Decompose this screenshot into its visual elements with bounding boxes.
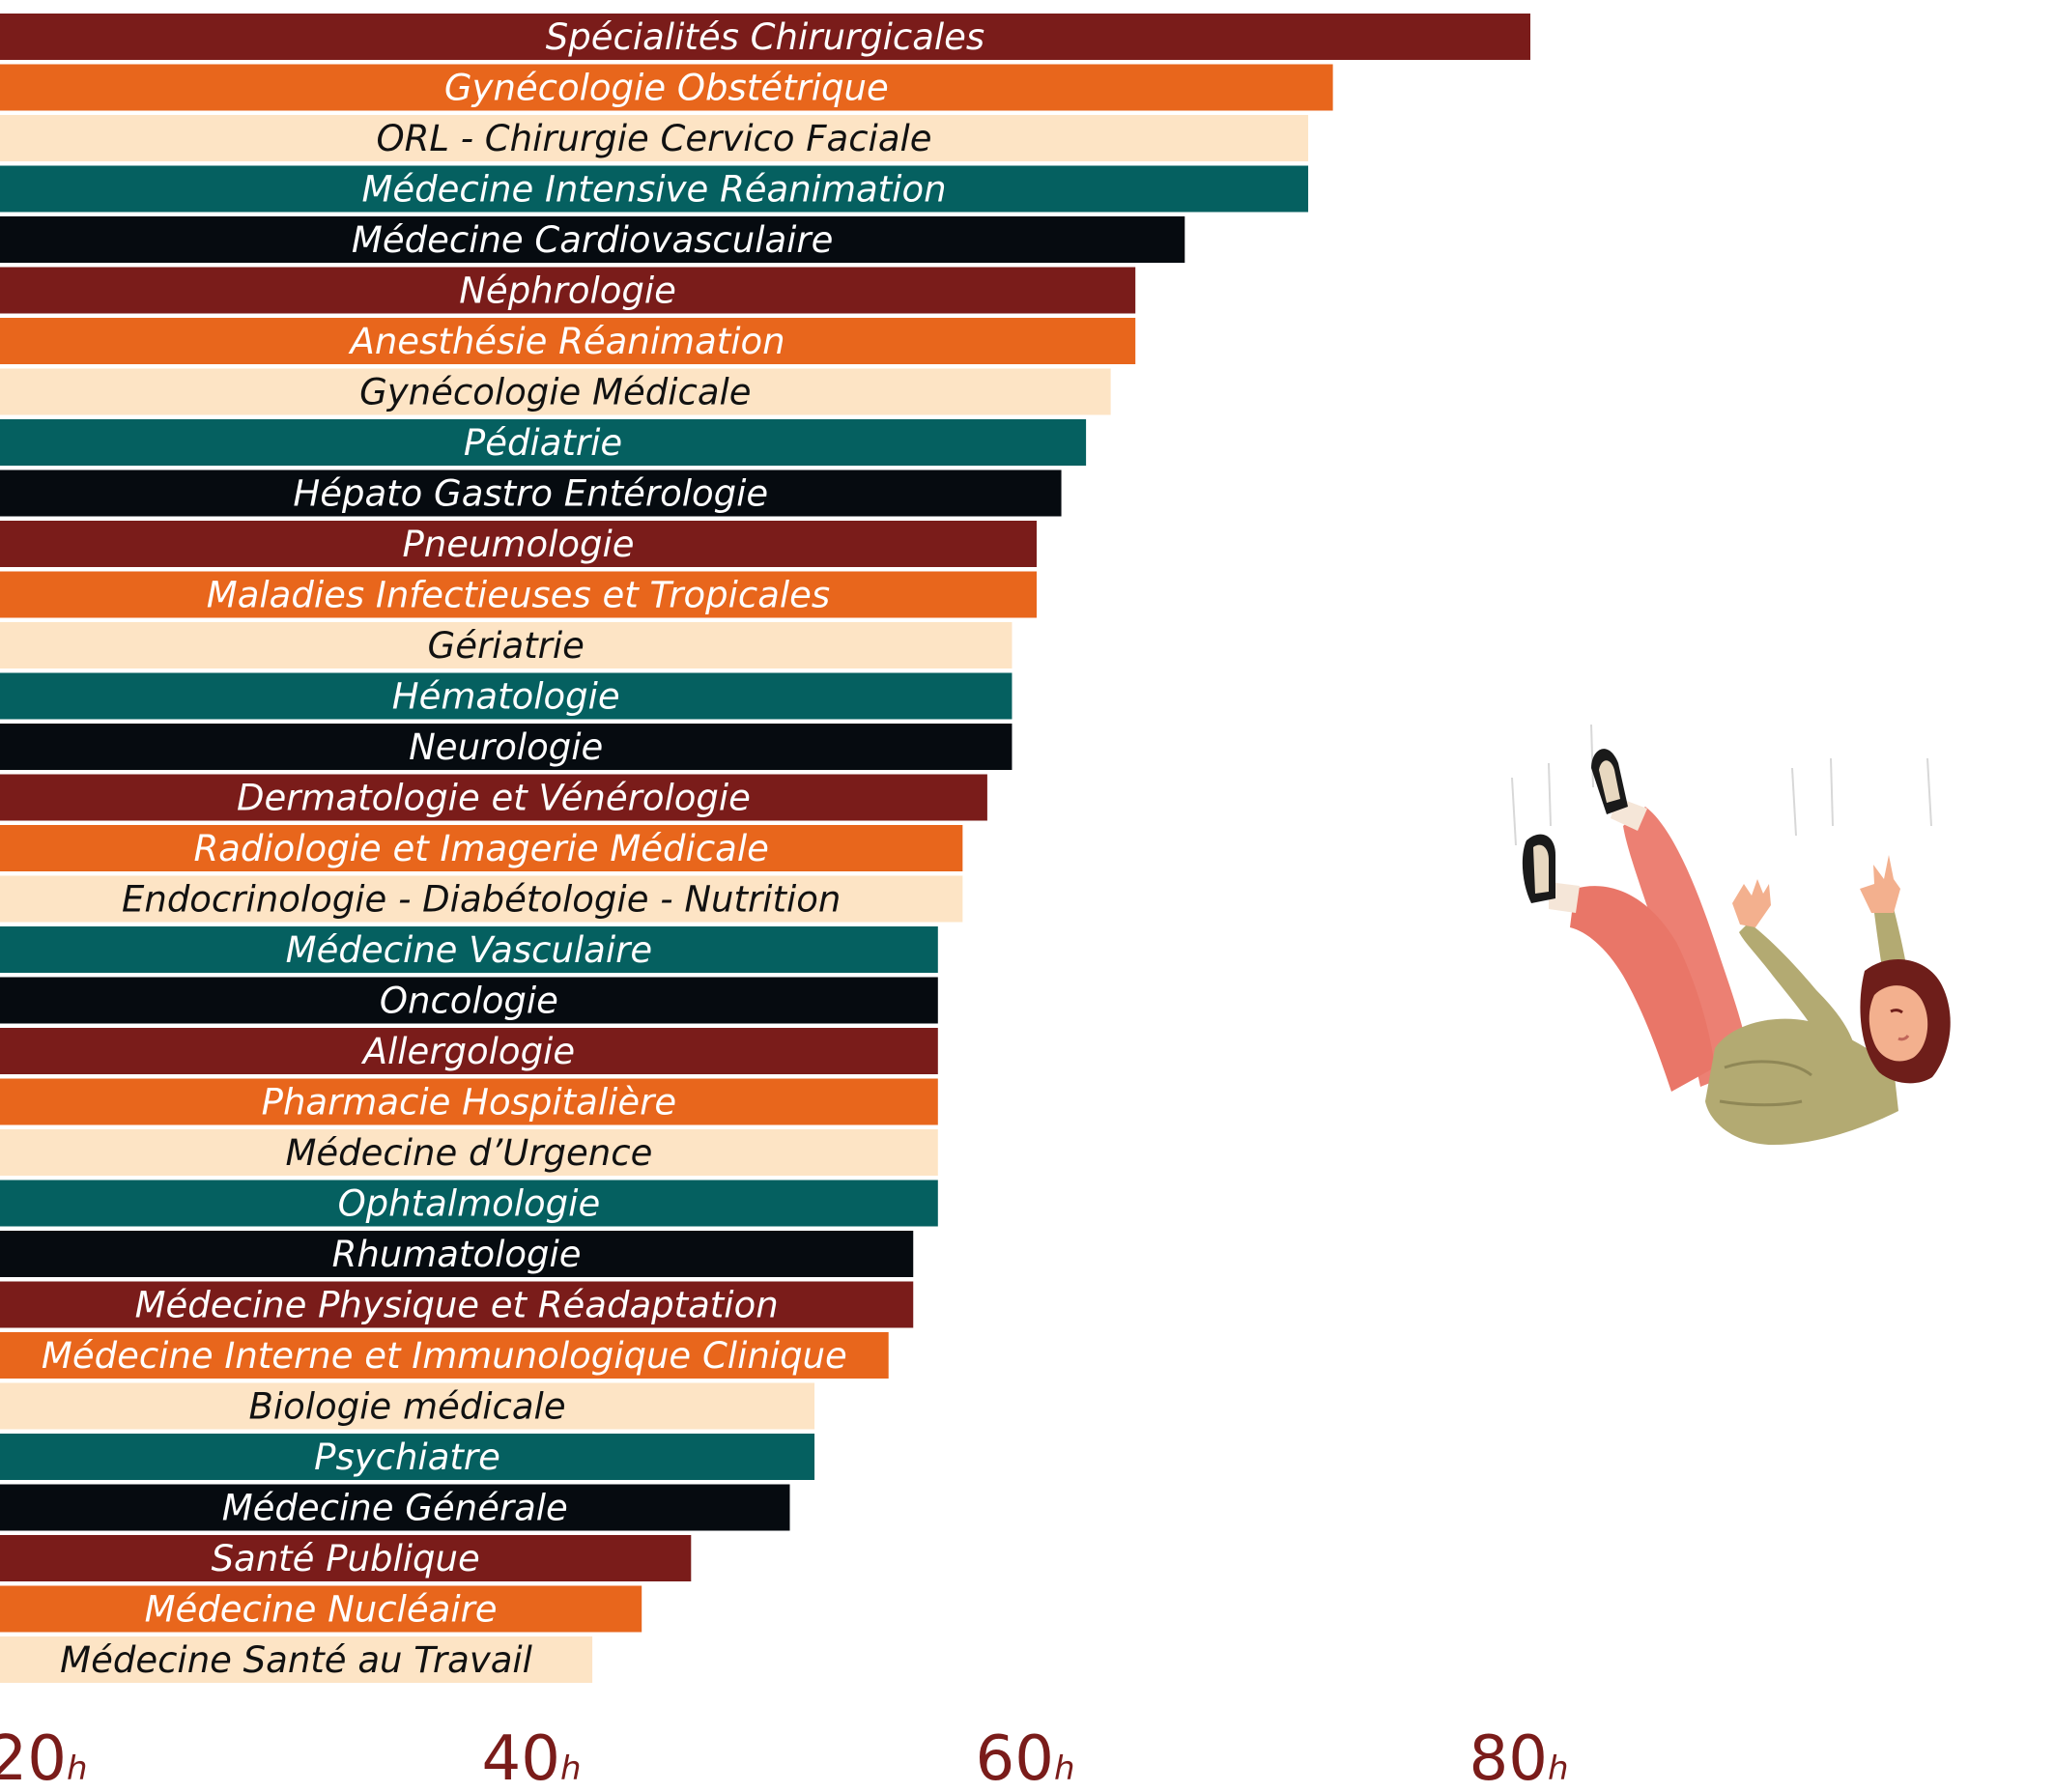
x-tick-label-1: 40h xyxy=(482,1723,582,1792)
bar-label-15: Dermatologie et Vénérologie xyxy=(237,778,751,819)
arm-left xyxy=(1739,923,1855,1058)
bar-8 xyxy=(0,419,1087,466)
bar-label-9: Hépato Gastro Entérologie xyxy=(293,473,768,515)
bar-29 xyxy=(0,1484,790,1531)
bar-2 xyxy=(0,115,1309,161)
bars-layer xyxy=(0,14,1530,1683)
bar-26 xyxy=(0,1332,889,1379)
bar-18 xyxy=(0,926,938,973)
bar-17 xyxy=(0,875,963,923)
bar-label-5: Néphrologie xyxy=(459,270,676,312)
bar-label-29: Médecine Générale xyxy=(222,1488,568,1529)
bar-25 xyxy=(0,1281,914,1328)
bar-label-28: Psychiatre xyxy=(314,1436,500,1478)
bar-label-26: Médecine Interne et Immunologique Cliniq… xyxy=(42,1335,847,1377)
bar-labels-layer: Spécialités Chirurgicales Gynécologie Obs… xyxy=(42,16,984,1681)
bar-label-13: Hématologie xyxy=(392,676,620,718)
hand-right xyxy=(1860,855,1900,913)
bar-4 xyxy=(0,216,1185,263)
hand-left xyxy=(1732,879,1771,927)
sweater xyxy=(1705,1018,1898,1145)
bar-label-18: Médecine Vasculaire xyxy=(286,929,652,971)
bar-label-3: Médecine Intensive Réanimation xyxy=(361,169,946,211)
shoe-left xyxy=(1522,834,1555,903)
bar-3 xyxy=(0,165,1309,213)
bar-10 xyxy=(0,521,1037,567)
sock-left xyxy=(1549,882,1580,913)
bar-label-20: Allergologie xyxy=(361,1031,575,1072)
bar-label-8: Pédiatrie xyxy=(464,422,622,464)
bar-20 xyxy=(0,1028,938,1074)
bar-label-11: Maladies Infectieuses et Tropicales xyxy=(207,575,830,616)
bar-21 xyxy=(0,1078,938,1125)
bar-label-10: Pneumologie xyxy=(402,524,634,565)
bar-23 xyxy=(0,1180,938,1227)
bar-0 xyxy=(0,14,1530,60)
bar-11 xyxy=(0,571,1037,618)
bar-label-21: Pharmacie Hospitalière xyxy=(262,1082,677,1124)
bar-label-12: Gériatrie xyxy=(428,625,585,667)
bar-label-6: Anesthésie Réanimation xyxy=(349,321,785,362)
bar-label-4: Médecine Cardiovasculaire xyxy=(352,219,834,261)
x-tick-label-3: 80h xyxy=(1469,1723,1569,1792)
bar-label-32: Médecine Santé au Travail xyxy=(60,1639,533,1681)
bar-30 xyxy=(0,1535,692,1581)
bar-19 xyxy=(0,977,938,1024)
bar-label-19: Oncologie xyxy=(380,981,558,1022)
bar-28 xyxy=(0,1434,815,1480)
bar-label-24: Rhumatologie xyxy=(332,1234,582,1275)
x-tick-label-2: 60h xyxy=(976,1723,1075,1792)
bar-label-31: Médecine Nucléaire xyxy=(145,1589,498,1631)
bar-label-14: Neurologie xyxy=(409,726,603,768)
motion-lines xyxy=(1511,724,1932,846)
bar-13 xyxy=(0,672,1013,720)
bar-32 xyxy=(0,1636,593,1683)
bar-5 xyxy=(0,267,1136,314)
bar-31 xyxy=(0,1585,642,1633)
bar-label-25: Médecine Physique et Réadaptation xyxy=(135,1285,779,1326)
leg-right xyxy=(1623,807,1749,1087)
bar-12 xyxy=(0,622,1013,668)
leg-left xyxy=(1570,886,1715,1092)
bar-label-1: Gynécologie Obstétrique xyxy=(444,68,889,109)
bar-label-0: Spécialités Chirurgicales xyxy=(546,16,984,58)
bar-label-23: Ophtalmologie xyxy=(338,1183,601,1225)
bar-6 xyxy=(0,318,1136,364)
bar-label-17: Endocrinologie - Diabétologie - Nutritio… xyxy=(122,879,841,921)
bar-7 xyxy=(0,368,1111,415)
bar-label-30: Santé Publique xyxy=(212,1538,480,1579)
bar-label-27: Biologie médicale xyxy=(248,1386,565,1428)
x-tick-label-0: 20h xyxy=(0,1723,88,1792)
x-axis: 20h 40h 60h 80h xyxy=(0,1723,1569,1792)
bar-24 xyxy=(0,1231,914,1277)
bar-14 xyxy=(0,724,1013,770)
face xyxy=(1869,985,1928,1062)
bar-1 xyxy=(0,64,1333,111)
bar-label-22: Médecine d’Urgence xyxy=(285,1132,652,1174)
falling-person-illustration xyxy=(1511,724,1951,1145)
bar-9 xyxy=(0,469,1062,517)
bar-27 xyxy=(0,1382,815,1430)
bar-15 xyxy=(0,774,987,821)
bar-label-2: ORL - Chirurgie Cervico Faciale xyxy=(376,118,931,159)
bar-16 xyxy=(0,825,963,871)
shoe-right xyxy=(1591,749,1628,814)
bar-label-7: Gynécologie Médicale xyxy=(359,372,751,413)
bar-label-16: Radiologie et Imagerie Médicale xyxy=(193,828,768,869)
bar-22 xyxy=(0,1129,938,1176)
